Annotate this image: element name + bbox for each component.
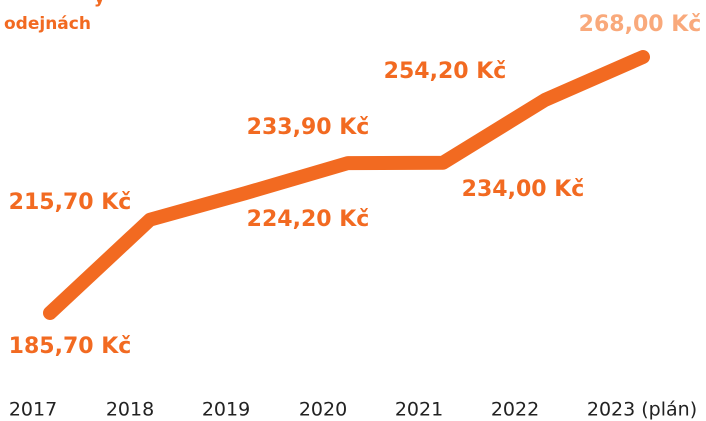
value-label: 215,70 Kč bbox=[9, 190, 132, 215]
x-tick-label: 2022 bbox=[491, 399, 539, 421]
value-label: 224,20 Kč bbox=[247, 207, 370, 232]
value-label: 185,70 Kč bbox=[9, 334, 132, 359]
value-label: 233,90 Kč bbox=[247, 115, 370, 140]
value-label: 268,00 Kč bbox=[579, 12, 702, 37]
x-tick-label: 2023 (plán) bbox=[587, 399, 697, 421]
x-tick-label: 2020 bbox=[299, 399, 347, 421]
chart-title: y bbox=[94, 0, 105, 8]
price-line bbox=[43, 50, 650, 320]
x-tick-label: 2021 bbox=[395, 399, 443, 421]
value-label: 254,20 Kč bbox=[384, 59, 507, 84]
x-tick-label: 2019 bbox=[202, 399, 250, 421]
x-tick-label: 2018 bbox=[106, 399, 154, 421]
x-tick-label: 2017 bbox=[9, 399, 57, 421]
value-label: 234,00 Kč bbox=[462, 177, 585, 202]
chart-title: odejnách bbox=[4, 14, 91, 34]
